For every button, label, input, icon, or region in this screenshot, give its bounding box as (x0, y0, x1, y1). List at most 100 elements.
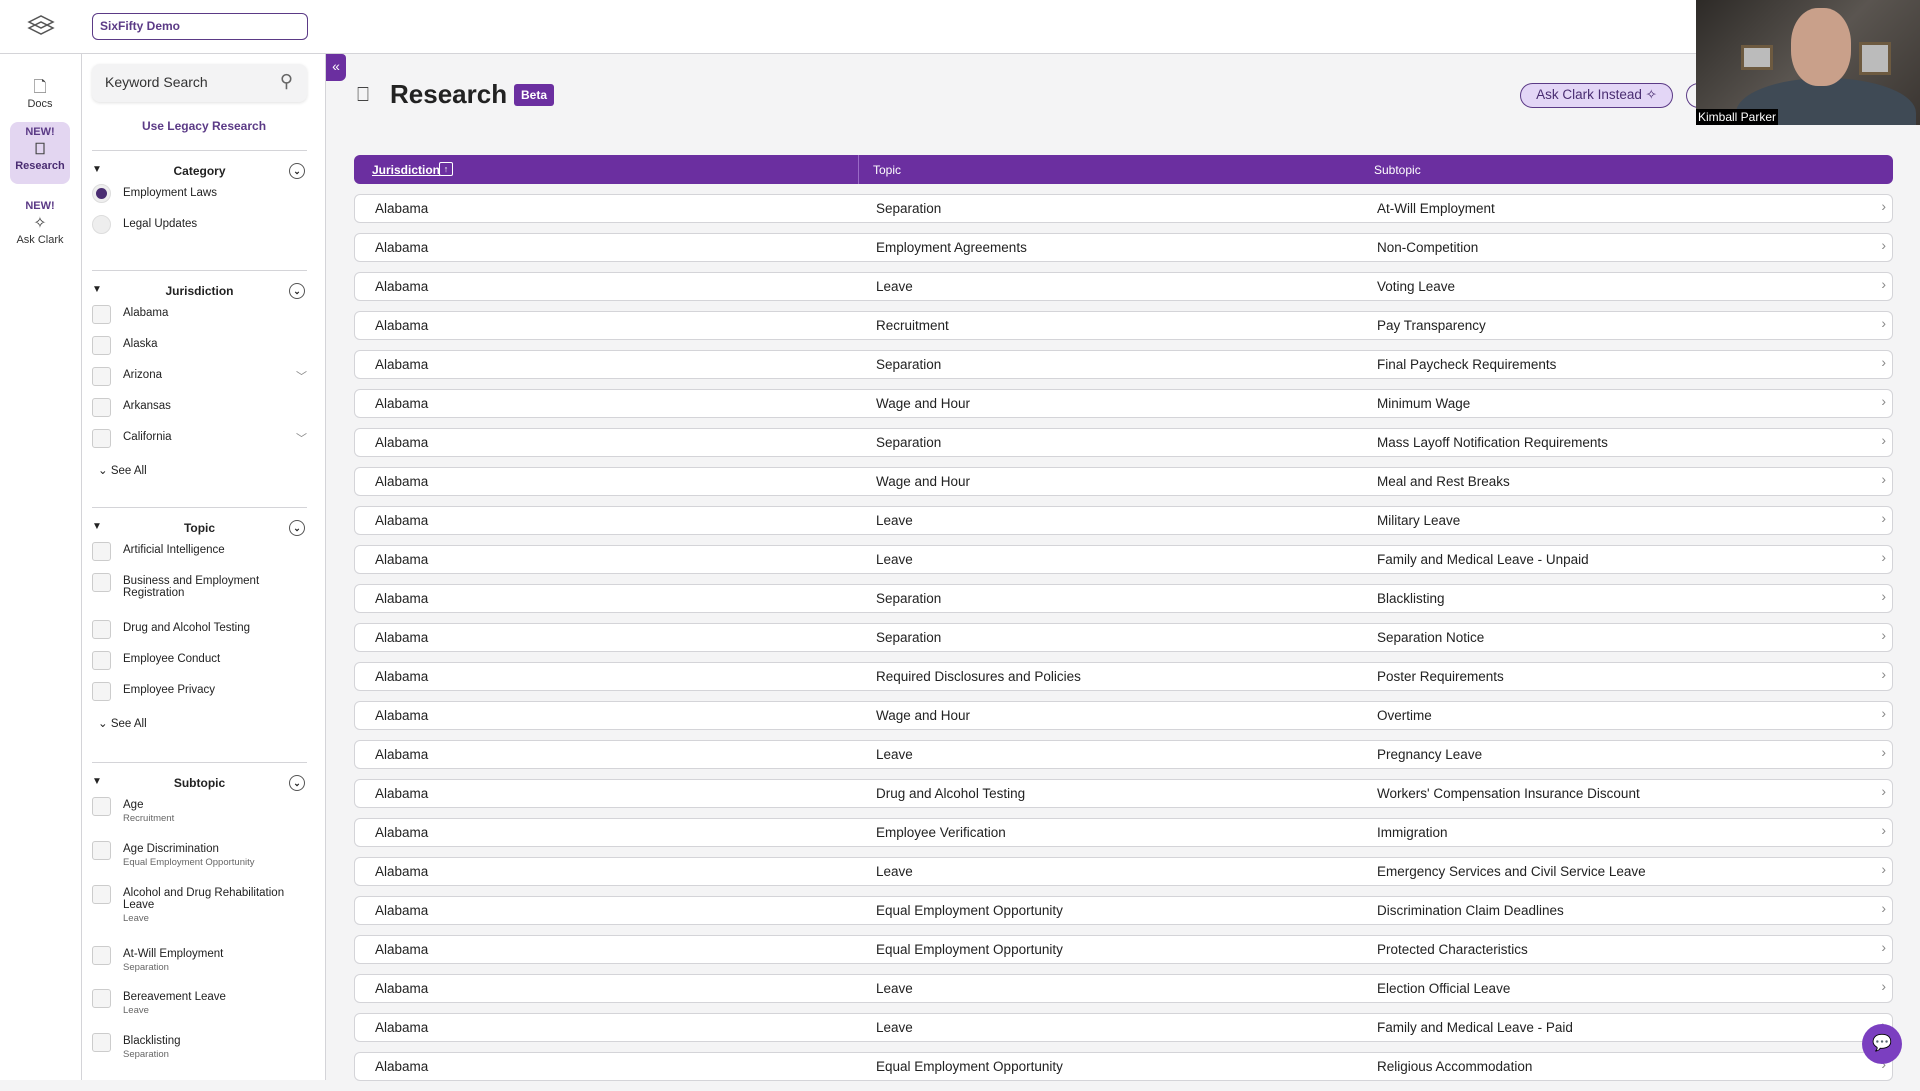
checkbox[interactable] (92, 542, 111, 561)
topic-option[interactable]: Business and Employment Registration (92, 572, 307, 619)
category-header[interactable]: ▼ Category ⌄ (92, 150, 307, 184)
nav-ask-clark[interactable]: NEW! ✧ Ask Clark (10, 196, 70, 250)
collapse-panel-button[interactable]: « (326, 54, 346, 81)
sixfifty-logo-icon[interactable] (26, 14, 56, 38)
table-row[interactable]: Alabama Leave Military Leave › (354, 506, 1893, 535)
collapse-triangle-icon[interactable]: ▼ (92, 776, 102, 787)
category-option[interactable]: Legal Updates (92, 215, 307, 246)
table-row[interactable]: Alabama Separation Blacklisting › (354, 584, 1893, 613)
chat-support-icon[interactable]: 💬 (1862, 1024, 1902, 1064)
table-row[interactable]: Alabama Required Disclosures and Policies… (354, 662, 1893, 691)
organization-selector[interactable]: SixFifty Demo (92, 13, 308, 40)
chevron-right-icon[interactable]: › (1881, 705, 1886, 721)
chevron-down-circle-icon[interactable]: ⌄ (289, 775, 305, 791)
table-row[interactable]: Alabama Drug and Alcohol Testing Workers' … (354, 779, 1893, 808)
subtopic-header[interactable]: ▼ Subtopic ⌄ (92, 762, 307, 796)
table-row[interactable]: Alabama Wage and Hour Overtime › (354, 701, 1893, 730)
topic-option[interactable]: Employee Conduct (92, 650, 307, 681)
table-row[interactable]: Alabama Leave Family and Medical Leave - P… (354, 1013, 1893, 1042)
table-row[interactable]: Alabama Leave Voting Leave › (354, 272, 1893, 301)
search-icon[interactable]: ⚲ (279, 71, 293, 91)
chevron-right-icon[interactable]: › (1881, 198, 1886, 214)
use-legacy-research-link[interactable]: Use Legacy Research (141, 119, 267, 133)
checkbox[interactable] (92, 398, 111, 417)
table-row[interactable]: Alabama Separation Final Paycheck Requirem… (354, 350, 1893, 379)
see-all-topics[interactable]: ⌄ See All (98, 718, 147, 730)
chevron-right-icon[interactable]: › (1881, 900, 1886, 916)
chevron-right-icon[interactable]: › (1881, 237, 1886, 253)
checkbox[interactable] (92, 682, 111, 701)
ask-clark-instead-button[interactable]: Ask Clark Instead ✧ (1520, 83, 1673, 108)
radio-selected[interactable] (92, 184, 111, 203)
chevron-right-icon[interactable]: › (1881, 627, 1886, 643)
chevron-right-icon[interactable]: › (1881, 822, 1886, 838)
subtopic-option[interactable]: Bereavement Leave Leave (92, 988, 307, 1032)
table-row[interactable]: Alabama Separation Separation Notice › (354, 623, 1893, 652)
sort-ascending-icon[interactable]: ↑ (439, 162, 453, 176)
collapse-triangle-icon[interactable]: ▼ (92, 284, 102, 295)
chevron-right-icon[interactable]: › (1881, 354, 1886, 370)
collapse-triangle-icon[interactable]: ▼ (92, 164, 102, 175)
table-row[interactable]: Alabama Employment Agreements Non-Competit… (354, 233, 1893, 262)
chevron-down-circle-icon[interactable]: ⌄ (289, 283, 305, 299)
chevron-down-circle-icon[interactable]: ⌄ (289, 163, 305, 179)
checkbox[interactable] (92, 1033, 111, 1052)
column-subtopic[interactable]: Subtopic (1374, 163, 1421, 177)
expand-chevron-icon[interactable]: ﹀ (296, 371, 307, 383)
checkbox[interactable] (92, 651, 111, 670)
checkbox[interactable] (92, 429, 111, 448)
chevron-right-icon[interactable]: › (1881, 276, 1886, 292)
jurisdiction-header[interactable]: ▼ Jurisdiction ⌄ (92, 270, 307, 304)
jurisdiction-option[interactable]: Arkansas (92, 397, 307, 428)
topic-option[interactable]: Employee Privacy (92, 681, 307, 712)
chevron-right-icon[interactable]: › (1881, 939, 1886, 955)
table-row[interactable]: Alabama Equal Employment Opportunity Discr… (354, 896, 1893, 925)
chevron-right-icon[interactable]: › (1881, 510, 1886, 526)
subtopic-option[interactable]: At-Will Employment Separation (92, 945, 307, 988)
table-row[interactable]: Alabama Wage and Hour Minimum Wage › (354, 389, 1893, 418)
table-row[interactable]: Alabama Equal Employment Opportunity Prote… (354, 935, 1893, 964)
checkbox[interactable] (92, 620, 111, 639)
see-all-jurisdictions[interactable]: ⌄ See All (98, 465, 147, 477)
topic-option[interactable]: Drug and Alcohol Testing (92, 619, 307, 650)
checkbox[interactable] (92, 305, 111, 324)
chevron-right-icon[interactable]: › (1881, 861, 1886, 877)
table-row[interactable]: Alabama Leave Family and Medical Leave - U… (354, 545, 1893, 574)
jurisdiction-option[interactable]: Alaska (92, 335, 307, 366)
table-row[interactable]: Alabama Leave Pregnancy Leave › (354, 740, 1893, 769)
table-row[interactable]: Alabama Leave Election Official Leave › (354, 974, 1893, 1003)
checkbox[interactable] (92, 841, 111, 860)
subtopic-option[interactable]: Alcohol and Drug Rehabilitation Leave Lea… (92, 884, 307, 945)
table-row[interactable]: Alabama Employee Verification Immigration › (354, 818, 1893, 847)
table-row[interactable]: Alabama Separation Mass Layoff Notificatio… (354, 428, 1893, 457)
chevron-right-icon[interactable]: › (1881, 393, 1886, 409)
chevron-right-icon[interactable]: › (1881, 1056, 1886, 1072)
topic-header[interactable]: ▼ Topic ⌄ (92, 507, 307, 541)
checkbox[interactable] (92, 797, 111, 816)
collapse-triangle-icon[interactable]: ▼ (92, 521, 102, 532)
keyword-search-input[interactable]: Keyword Search ⚲ (92, 64, 307, 102)
checkbox[interactable] (92, 336, 111, 355)
subtopic-option[interactable]: Blacklisting Separation (92, 1032, 307, 1076)
table-row[interactable]: Alabama Leave Emergency Services and Civil… (354, 857, 1893, 886)
chevron-right-icon[interactable]: › (1881, 978, 1886, 994)
checkbox[interactable] (92, 946, 111, 965)
nav-research[interactable]: NEW! ⎕ Research (10, 122, 70, 184)
chevron-right-icon[interactable]: › (1881, 744, 1886, 760)
checkbox[interactable] (92, 367, 111, 386)
topic-option[interactable]: Artificial Intelligence (92, 541, 307, 572)
chevron-right-icon[interactable]: › (1881, 549, 1886, 565)
chevron-right-icon[interactable]: › (1881, 588, 1886, 604)
table-row[interactable]: Alabama Recruitment Pay Transparency › (354, 311, 1893, 340)
subtopic-option[interactable]: Age Recruitment (92, 796, 307, 840)
category-option[interactable]: Employment Laws (92, 184, 307, 215)
table-row[interactable]: Alabama Wage and Hour Meal and Rest Breaks… (354, 467, 1893, 496)
chevron-right-icon[interactable]: › (1881, 315, 1886, 331)
chevron-right-icon[interactable]: › (1881, 432, 1886, 448)
chevron-right-icon[interactable]: › (1881, 666, 1886, 682)
column-jurisdiction[interactable]: Jurisdiction (372, 163, 441, 177)
jurisdiction-option[interactable]: California ﹀ (92, 428, 307, 459)
expand-chevron-icon[interactable]: ﹀ (296, 433, 307, 445)
jurisdiction-option[interactable]: Arizona ﹀ (92, 366, 307, 397)
checkbox[interactable] (92, 573, 111, 592)
